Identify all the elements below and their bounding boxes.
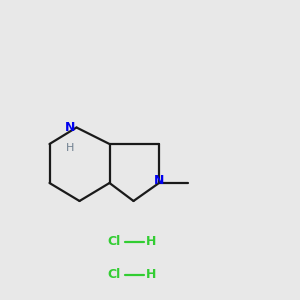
Text: H: H	[146, 268, 157, 281]
Text: N: N	[154, 173, 164, 187]
Text: Cl: Cl	[107, 235, 121, 248]
Text: H: H	[146, 235, 157, 248]
Text: H: H	[66, 143, 74, 153]
Text: Cl: Cl	[107, 268, 121, 281]
Text: N: N	[65, 121, 75, 134]
